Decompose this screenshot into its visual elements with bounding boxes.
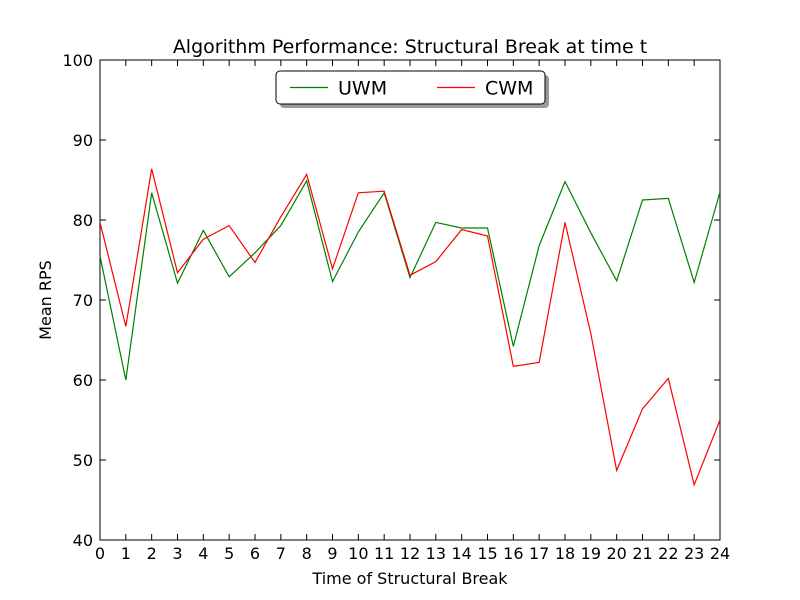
x-tick-label: 2 (147, 544, 157, 563)
x-tick-label: 24 (710, 544, 730, 563)
legend-box (275, 70, 546, 105)
legend-label-uwm: UWM (338, 78, 387, 100)
series-line-cwm (100, 168, 720, 487)
x-tick-label: 20 (606, 544, 626, 563)
plot-area: 0 1 2 3 4 5 6 7 8 9 10 11 12 13 14 15 16 17 18 19 20 21 22 23 24… (62, 51, 730, 563)
y-tick-label: 80 (73, 211, 93, 230)
x-tick-label: 3 (172, 544, 182, 563)
y-tick-label: 40 (73, 531, 93, 550)
legend: UWM CWM (275, 70, 549, 108)
x-tick-label: 9 (327, 544, 337, 563)
x-tick-label: 1 (121, 544, 131, 563)
y-tick-label: 90 (73, 131, 93, 150)
x-tick-label: 5 (224, 544, 234, 563)
x-axis-title: Time of Structural Break (311, 569, 508, 588)
x-tick-label: 14 (451, 544, 471, 563)
x-tick-label: 16 (503, 544, 523, 563)
x-tick-label: 23 (684, 544, 704, 563)
y-tick-label: 60 (73, 371, 93, 390)
legend-label-cwm: CWM (485, 78, 533, 100)
y-tick-label: 50 (73, 451, 93, 470)
x-tick-label: 15 (477, 544, 497, 563)
x-tick-label: 17 (529, 544, 549, 563)
x-tick-label: 0 (95, 544, 105, 563)
x-tick-label: 8 (302, 544, 312, 563)
axes-frame (99, 59, 721, 541)
y-tick-label: 100 (62, 51, 93, 70)
y-axis-title: Mean RPS (36, 260, 55, 340)
x-tick-label: 18 (555, 544, 575, 563)
x-tick-label: 21 (632, 544, 652, 563)
x-tick-label: 12 (400, 544, 420, 563)
x-tick-label: 19 (581, 544, 601, 563)
series-line-uwm (100, 179, 720, 381)
x-tick-label: 6 (250, 544, 260, 563)
x-tick-label: 22 (658, 544, 678, 563)
x-tick-label: 11 (374, 544, 394, 563)
y-tick-label: 70 (73, 291, 93, 310)
x-tick-label: 7 (276, 544, 286, 563)
x-tick-label: 13 (426, 544, 446, 563)
chart-title: Algorithm Performance: Structural Break … (173, 36, 647, 58)
x-tick-label: 4 (198, 544, 208, 563)
x-tick-label: 10 (348, 544, 368, 563)
